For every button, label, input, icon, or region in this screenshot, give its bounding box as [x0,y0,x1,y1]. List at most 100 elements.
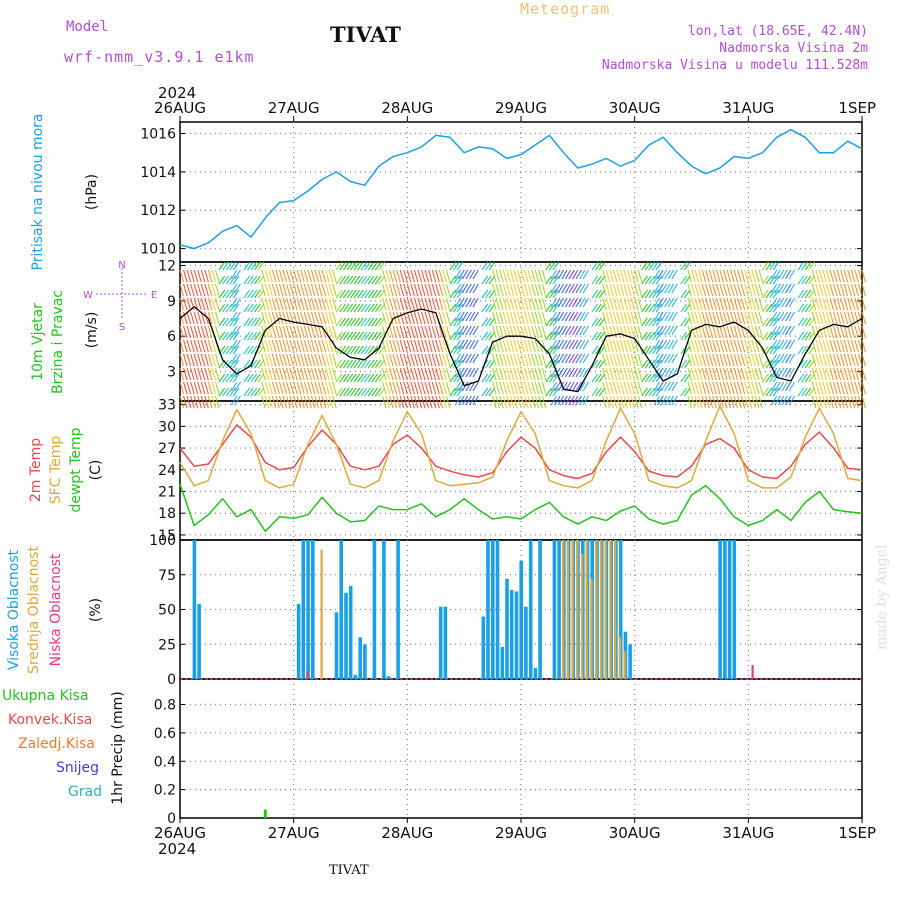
wind-barb [275,311,280,325]
wind-barb [392,367,398,381]
wind-barb [293,381,298,395]
wind-barb [730,381,735,395]
wind-barb [705,339,710,353]
wind-barb [458,283,465,294]
wind-barb [488,317,496,327]
wind-barb [538,283,543,297]
wind-barb [680,317,688,327]
wind-barb [410,339,415,353]
wind-barb [261,311,266,325]
wind-barb [595,373,602,383]
wind-barb [364,317,371,327]
wind-barb [190,283,195,297]
wind-barb [687,395,692,409]
wind-barb [229,345,236,355]
wind-barb [179,339,185,353]
wind-barb [712,367,717,381]
wind-barb [609,325,614,339]
wind-barb [424,311,430,325]
wind-barb [481,289,489,299]
wind-barb [843,353,849,367]
wind-barb [278,311,284,325]
wind-barb [854,395,859,409]
wind-barb [627,269,632,283]
wind-barb [861,325,867,339]
cloud-bar-0 [514,591,519,679]
wind-barb [207,395,213,409]
wind-barb [332,381,337,395]
wind-barb [762,345,769,355]
wind-barb [417,353,423,367]
wind-barb [545,289,553,299]
wind-barb [310,353,316,367]
wind-barb [648,387,656,397]
wind-barb [353,331,361,341]
wind-barb [637,353,643,367]
wind-barb [861,283,867,297]
wind-barb [815,339,820,353]
wind-barb [232,303,240,313]
wind-barb [698,283,703,297]
wind-barb [769,345,776,355]
wind-barb [406,353,412,367]
wind-barb [778,367,785,378]
wind-barb [785,353,792,364]
wind-barb [179,353,185,367]
cloud-bar-1 [614,540,617,679]
wind-barb [435,269,440,283]
wind-barb [715,353,721,367]
wind-barb [314,339,320,353]
wind-barb [307,395,312,409]
wind-barb [850,325,856,339]
wind-barb [836,339,842,353]
wind-barb [200,339,206,353]
wind-barb [602,311,607,325]
wind-barb [538,269,543,283]
wind-barb [278,269,284,283]
wind-barb [332,311,337,325]
wind-barb [492,367,497,381]
wind-barb [712,395,717,409]
wind-barb [492,381,497,395]
wind-barb [651,275,659,285]
wind-barb [461,283,469,294]
wind-barb [705,381,710,395]
wind-barb [579,311,586,322]
wind-barb [231,297,238,308]
wind-barb [843,311,849,325]
wind-barb [833,311,838,325]
wind-barb [357,331,364,341]
wind-barb [286,395,291,409]
wind-barb [548,303,556,313]
wind-barb [660,311,668,322]
wind-barb [431,353,437,367]
wind-barb [561,297,568,308]
wind-barb [399,395,405,409]
wind-barb [442,381,447,395]
wind-barb [250,387,258,397]
cloud-bar-0 [311,540,315,679]
wind-barb [847,367,852,381]
wind-barb [754,325,760,339]
cloud-bar-0 [197,603,201,679]
wind-barb [516,297,522,311]
wind-barb [671,353,678,364]
wind-barb [328,283,334,297]
wind-barb [708,283,714,297]
wind-barb [325,339,330,353]
wind-barb [389,353,394,367]
wind-barb [550,325,557,336]
wind-barb [307,339,312,353]
wind-barb [346,317,354,327]
wind-barb [747,297,753,311]
wind-barb [243,331,251,341]
wind-barb [406,269,412,283]
wind-barb [410,269,415,283]
wind-barb [339,331,347,341]
model-height-label: Nadmorska Visina u modelu 111.528m [601,58,868,73]
wind-barb [808,331,815,341]
wind-barb [660,353,668,364]
wind-barb [513,297,518,311]
wind-barb [660,367,668,378]
wind-barb [286,325,291,339]
